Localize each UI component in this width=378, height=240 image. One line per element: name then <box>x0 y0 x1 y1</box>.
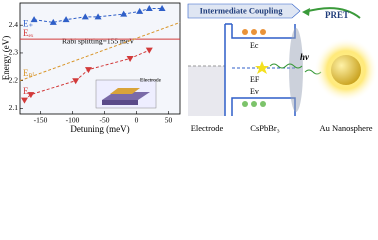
x-axis-label: Detuning (meV) <box>70 124 129 134</box>
electron <box>242 29 248 35</box>
pret-arrow <box>304 7 361 19</box>
au-sphere <box>331 55 361 85</box>
x-tick-label: 50 <box>165 116 173 125</box>
data-point <box>62 16 70 23</box>
data-point <box>126 56 134 62</box>
series-line <box>19 21 181 82</box>
electrode-block <box>188 66 225 116</box>
hole <box>260 101 266 107</box>
wave <box>269 63 303 69</box>
y-tick-label: 2.4 <box>9 20 19 29</box>
x-tick-label: 0 <box>135 116 139 125</box>
electrode-edge <box>224 23 232 116</box>
ec-label: Ec <box>250 41 259 50</box>
figure: Energy (eV) Detuning (meV) Rabi splittin… <box>1 2 378 134</box>
series-label: E₋ <box>23 86 33 96</box>
chart: Energy (eV) Detuning (meV) Rabi splittin… <box>1 2 181 134</box>
au-label: Au Nanosphere <box>319 123 372 133</box>
inset: Electrode <box>95 77 162 109</box>
data-point <box>84 67 92 74</box>
data-point <box>49 18 57 25</box>
data-point <box>30 16 38 23</box>
diagram: Intermediate Coupling PRET Ec EF Ev hν E… <box>187 3 378 133</box>
inset-label: Electrode <box>140 77 162 83</box>
pret-arrowhead <box>302 8 310 16</box>
data-point <box>145 5 153 12</box>
interface <box>289 28 303 112</box>
substrate-side <box>102 100 138 105</box>
y-tick-label: 2.1 <box>9 103 19 112</box>
electron <box>260 29 266 35</box>
x-tick-label: -100 <box>66 116 80 125</box>
data-point <box>120 10 128 17</box>
data-point <box>81 13 89 20</box>
ef-label: EF <box>250 75 260 84</box>
valence-band <box>231 97 296 116</box>
x-tick-label: -150 <box>34 116 48 125</box>
y-tick-label: 2.3 <box>9 48 19 57</box>
y-tick-label: 2.2 <box>9 75 19 84</box>
data-point <box>136 7 144 14</box>
data-point <box>27 92 35 99</box>
emitter <box>255 61 269 74</box>
hole <box>251 101 257 107</box>
electron <box>251 29 257 35</box>
series-label: E₊ <box>23 19 33 29</box>
data-point <box>20 97 28 104</box>
hole <box>242 101 248 107</box>
y-axis-label: Energy (eV) <box>1 36 11 81</box>
film <box>110 88 140 94</box>
coupling-label: Intermediate Coupling <box>200 5 284 15</box>
electrode-label: Electrode <box>191 123 224 133</box>
pret-label: PRET <box>325 10 349 20</box>
series-label: Eₚₗ <box>23 68 34 78</box>
perovskite-label: CsPbBr₃ <box>250 123 279 133</box>
x-tick-label: -50 <box>99 116 109 125</box>
series-label: Eₑₓ <box>23 28 34 38</box>
annotation: Rabi splitting=155 meV <box>62 37 135 46</box>
data-point <box>145 47 153 54</box>
ev-label: Ev <box>250 87 259 96</box>
data-point <box>158 5 166 12</box>
coupling-arrow <box>187 3 301 19</box>
hv-label: hν <box>300 52 310 62</box>
data-point <box>94 13 102 20</box>
data-point <box>72 78 80 85</box>
